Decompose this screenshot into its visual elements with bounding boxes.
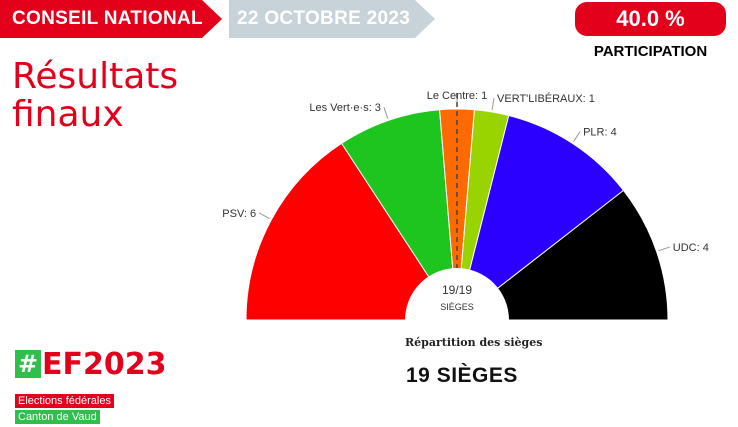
- slice-label-0: PSV: 6: [222, 208, 256, 220]
- tag-canton: Canton de Vaud: [15, 410, 100, 424]
- slice-leader-4: [573, 131, 581, 142]
- slice-leader-1: [383, 107, 389, 119]
- slice-label-1: Les Vert·e·s: 3: [309, 102, 381, 114]
- section-title: CONSEIL NATIONAL: [12, 8, 203, 29]
- center-hole: [405, 268, 509, 372]
- slice-leader-3: [491, 97, 495, 110]
- page-title: Résultats finaux: [12, 56, 179, 135]
- seat-slice-5: [455, 189, 669, 321]
- slice-label-5: UDC: 4: [673, 242, 709, 254]
- participation-badge: 40.0 %: [575, 2, 726, 36]
- logo-text: EF2023: [42, 347, 167, 382]
- slice-leader-5: [658, 246, 670, 252]
- election-date: 22 OCTOBRE 2023: [237, 8, 411, 29]
- seat-slice-4: [456, 114, 625, 322]
- seats-total: 19 SIÈGES: [406, 364, 518, 387]
- ef2023-logo: # EF2023: [15, 349, 166, 381]
- center-label: 19/19: [442, 283, 472, 297]
- seat-slice-0: [245, 142, 458, 321]
- logo-hash-icon: #: [15, 350, 41, 378]
- participation-value: 40.0 %: [616, 6, 685, 31]
- chart-caption: Répartition des sièges: [405, 336, 543, 349]
- slice-leader-0: [258, 212, 270, 220]
- participation-label: PARTICIPATION: [593, 43, 708, 60]
- date-banner: 22 OCTOBRE 2023: [229, 0, 435, 38]
- tag-elections: Elections fédérales: [15, 394, 114, 408]
- center-sublabel: SIÈGES: [440, 302, 474, 312]
- seat-slice-1: [340, 109, 458, 321]
- slice-label-3: VERT'LIBÉRAUX: 1: [497, 92, 595, 105]
- slice-label-4: PLR: 4: [583, 127, 617, 139]
- section-banner: CONSEIL NATIONAL: [0, 0, 222, 38]
